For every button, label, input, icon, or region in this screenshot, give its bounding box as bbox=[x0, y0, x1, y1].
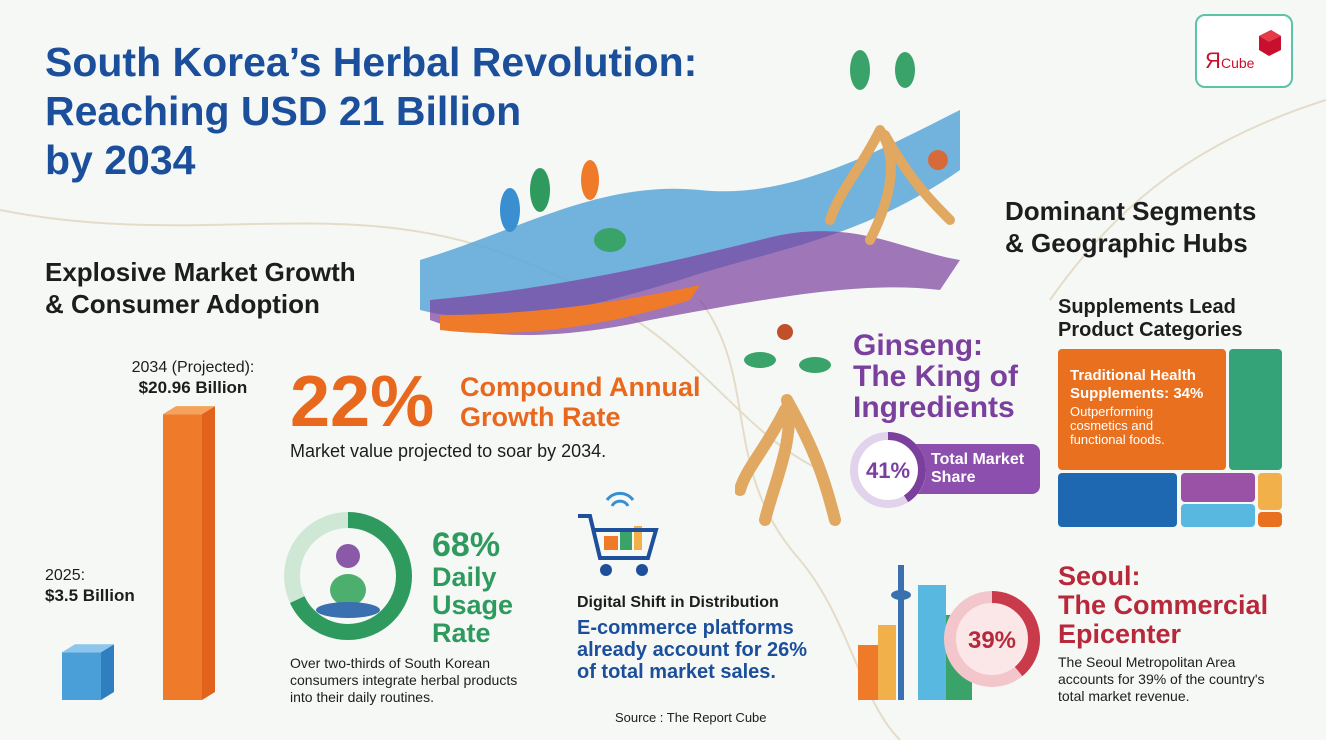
digital-heading: Digital Shift in Distribution bbox=[577, 594, 779, 611]
bar-2025-annotation: 2025: $3.5 Billion bbox=[45, 567, 135, 605]
svg-text:41%: 41% bbox=[866, 458, 910, 483]
growth-heading: Explosive Market Growth & Consumer Adopt… bbox=[45, 257, 356, 319]
usage-arc bbox=[284, 512, 412, 640]
ginseng-title: Ginseng: The King of Ingredients bbox=[853, 329, 1018, 424]
bar-2034 bbox=[163, 406, 215, 700]
ginseng-arc bbox=[850, 432, 926, 508]
report-cube-logo: Я Cube bbox=[1195, 14, 1293, 88]
usage-donut bbox=[284, 512, 412, 640]
ginseng-donut: 41% bbox=[850, 432, 926, 508]
usage-note: Over two-thirds of South Korean consumer… bbox=[290, 655, 518, 705]
seoul-note: The Seoul Metropolitan Area accounts for… bbox=[1058, 654, 1265, 704]
treemap-traditional-health-supplements: Traditional Health Supplements: 34% Outp… bbox=[1058, 349, 1226, 470]
digital-text: E-commerce platforms already account for… bbox=[577, 617, 808, 683]
cagr-note: Market value projected to soar by 2034. bbox=[290, 441, 607, 461]
treemap-block-yellow bbox=[1258, 473, 1282, 510]
treemap-block-green bbox=[1229, 349, 1282, 470]
usage-stat: 68% Daily Usage Rate bbox=[432, 526, 514, 648]
seoul-arc bbox=[944, 591, 1040, 687]
source-note: Source : The Report Cube bbox=[615, 710, 767, 725]
market-size-bar-chart bbox=[62, 406, 215, 700]
bar-2025 bbox=[62, 644, 114, 700]
treemap-block-purple bbox=[1181, 473, 1255, 502]
segments-heading: Dominant Segments & Geographic Hubs bbox=[1005, 196, 1257, 258]
seoul-donut: 39% bbox=[944, 591, 1040, 687]
svg-text:39%: 39% bbox=[968, 627, 1016, 654]
cube-icon: Я Cube bbox=[1205, 30, 1281, 73]
svg-text:Я: Я bbox=[1205, 48, 1221, 73]
ginseng-plant-illustration bbox=[735, 324, 841, 526]
herb-leaves-illustration bbox=[500, 160, 626, 252]
ginseng-root-illustration bbox=[825, 50, 955, 245]
cagr-value: 22% bbox=[290, 362, 435, 442]
seoul-title: Seoul: The Commercial Epicenter bbox=[1058, 561, 1269, 649]
svg-text:Cube: Cube bbox=[1221, 55, 1255, 71]
treemap-block-blue bbox=[1058, 473, 1177, 527]
shopping-cart-icon bbox=[578, 491, 659, 576]
treemap-block-lightblue bbox=[1181, 504, 1255, 527]
treemap-block-orange bbox=[1258, 512, 1282, 527]
ginseng-share-label: Total Market Share bbox=[905, 444, 1040, 494]
supplements-heading: Supplements Lead Product Categories bbox=[1058, 296, 1243, 341]
page-title: South Korea’s Herbal Revolution: Reachin… bbox=[45, 39, 698, 183]
cagr-label: Compound Annual Growth Rate bbox=[460, 372, 701, 432]
bar-2034-annotation: 2034 (Projected): $20.96 Billion bbox=[131, 359, 255, 397]
